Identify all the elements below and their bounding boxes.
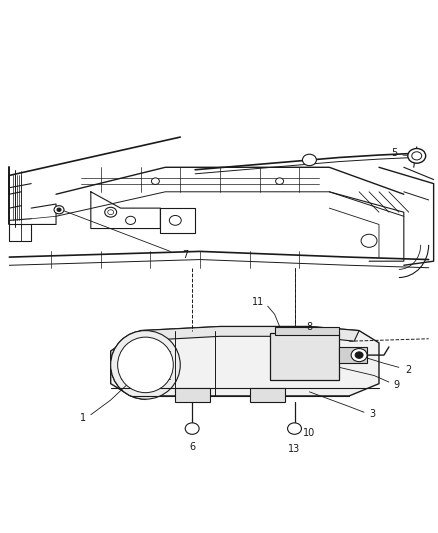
Text: 7: 7 [182,251,188,261]
Ellipse shape [170,215,181,225]
Polygon shape [111,327,379,396]
Text: 6: 6 [189,442,195,453]
Text: 5: 5 [391,148,397,158]
Ellipse shape [276,178,283,184]
Ellipse shape [108,210,114,215]
Ellipse shape [351,349,367,361]
Text: 13: 13 [288,444,300,454]
Polygon shape [175,388,210,402]
Ellipse shape [303,154,316,166]
Polygon shape [339,347,367,364]
Ellipse shape [185,423,199,434]
Ellipse shape [126,216,135,224]
Polygon shape [275,327,339,335]
Ellipse shape [118,337,173,393]
Ellipse shape [152,178,159,184]
Ellipse shape [355,352,363,358]
Ellipse shape [408,149,426,163]
Ellipse shape [361,234,377,247]
Text: 3: 3 [369,409,375,419]
Polygon shape [250,388,285,402]
Ellipse shape [105,207,117,217]
Ellipse shape [111,330,180,399]
Polygon shape [141,327,359,341]
Text: 1: 1 [80,413,86,423]
Ellipse shape [54,206,64,214]
Polygon shape [270,333,339,379]
Ellipse shape [57,208,61,212]
Ellipse shape [412,152,422,160]
Text: 2: 2 [406,365,412,375]
Text: 10: 10 [303,427,315,438]
Ellipse shape [288,423,301,434]
Text: 8: 8 [306,321,312,332]
Text: 11: 11 [251,297,264,307]
Text: 9: 9 [394,381,400,390]
